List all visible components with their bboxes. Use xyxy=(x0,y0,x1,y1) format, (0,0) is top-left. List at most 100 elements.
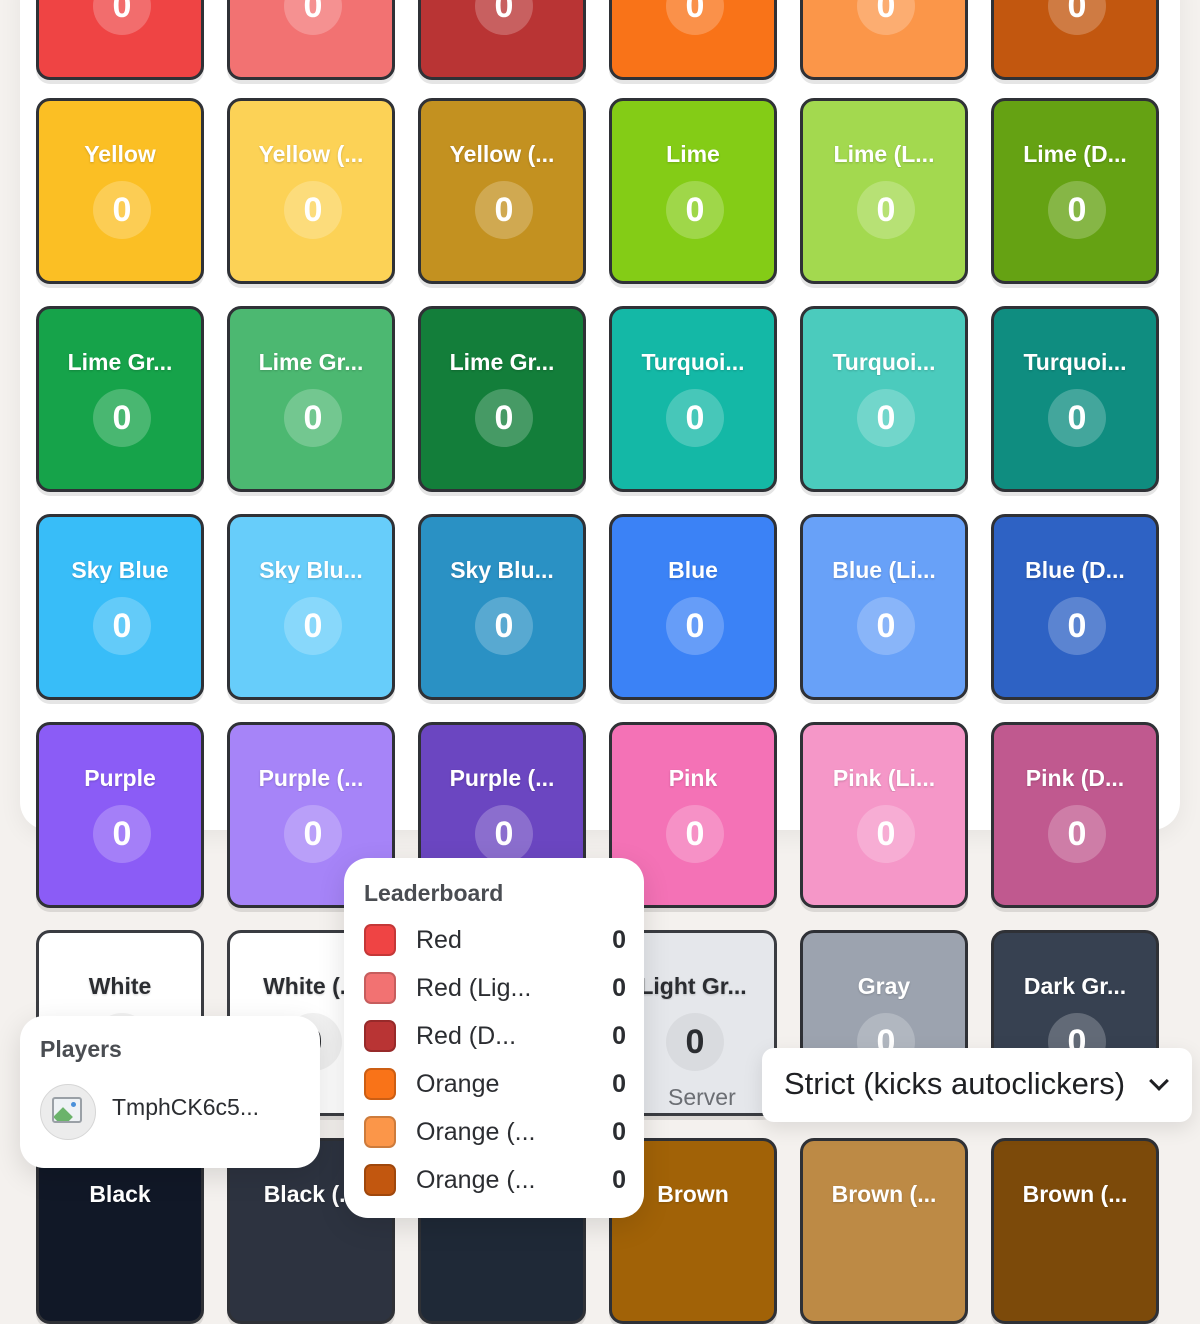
color-tile-count: 0 xyxy=(1048,597,1106,655)
color-tile[interactable]: Yellow (... 0 xyxy=(227,98,395,284)
color-tile-name: Turquoi... xyxy=(641,349,745,375)
color-tile[interactable]: Brown (... xyxy=(991,1138,1159,1324)
color-tile[interactable]: Pink (Li... 0 xyxy=(800,722,968,908)
color-tile[interactable]: Lime Gr... 0 xyxy=(227,306,395,492)
color-tile[interactable]: Lime Gr... 0 xyxy=(36,306,204,492)
color-tile-name: Blue xyxy=(668,557,718,583)
color-tile-name: Blue (Li... xyxy=(832,557,936,583)
color-tile[interactable]: Sky Blu... 0 xyxy=(227,514,395,700)
color-tile-count: 0 xyxy=(93,805,151,863)
color-tile[interactable]: Turquoi... 0 xyxy=(800,306,968,492)
color-tile[interactable]: 0 xyxy=(36,0,204,80)
color-tile[interactable]: Yellow 0 xyxy=(36,98,204,284)
leaderboard-color-name: Orange (... xyxy=(416,1118,536,1146)
color-tile-count: 0 xyxy=(1048,181,1106,239)
color-tile-name: Lime (L... xyxy=(833,141,935,167)
color-tile-count: 0 xyxy=(475,181,533,239)
leaderboard-row: Red (D... 0 xyxy=(364,1020,626,1054)
color-tile[interactable]: Yellow (... 0 xyxy=(418,98,586,284)
color-tile-count: 0 xyxy=(284,389,342,447)
color-tile-name: Pink xyxy=(668,765,718,791)
server-label: Server xyxy=(668,1084,736,1110)
color-tile[interactable]: Sky Blu... 0 xyxy=(418,514,586,700)
color-tile-name: Pink (Li... xyxy=(832,765,936,791)
leaderboard-color-name: Orange (... xyxy=(416,1166,536,1194)
color-tile[interactable]: Turquoi... 0 xyxy=(609,306,777,492)
players-title: Players xyxy=(40,1036,122,1062)
leaderboard-color-swatch xyxy=(364,1116,396,1148)
leaderboard-color-swatch xyxy=(364,1068,396,1100)
color-tile-name: Turquoi... xyxy=(1023,349,1127,375)
color-tile-count: 0 xyxy=(284,805,342,863)
color-tile-name: Sky Blu... xyxy=(450,557,554,583)
color-tile-count: 0 xyxy=(666,1013,724,1071)
color-tile-name: Lime Gr... xyxy=(258,349,364,375)
color-tile[interactable]: Lime Gr... 0 xyxy=(418,306,586,492)
color-tile-count: 0 xyxy=(284,597,342,655)
leaderboard-color-swatch xyxy=(364,1164,396,1196)
leaderboard-score: 0 xyxy=(612,1166,626,1194)
color-tile-name: Sky Blue xyxy=(71,557,169,583)
leaderboard-row: Orange (... 0 xyxy=(364,1116,626,1150)
leaderboard-row: Red 0 xyxy=(364,924,626,958)
color-tile[interactable]: Purple 0 xyxy=(36,722,204,908)
color-tile-name: Sky Blu... xyxy=(259,557,363,583)
color-tile[interactable]: Brown (... xyxy=(800,1138,968,1324)
color-tile-count: 0 xyxy=(284,0,342,35)
broken-image-icon xyxy=(52,1097,82,1123)
leaderboard-score: 0 xyxy=(612,1118,626,1146)
color-tile-name: Yellow (... xyxy=(258,141,364,167)
color-tile-name: Black xyxy=(89,1181,151,1207)
color-tile-count: 0 xyxy=(93,181,151,239)
leaderboard-panel: Leaderboard Red 0 Red (Lig... 0 Red (D... 0 Or… xyxy=(344,858,644,1218)
color-tile-name: Yellow xyxy=(84,141,156,167)
color-tile[interactable]: 0 xyxy=(227,0,395,80)
color-tile-name: Lime (D... xyxy=(1023,141,1127,167)
color-tile-count: 0 xyxy=(666,0,724,35)
color-tile-count: 0 xyxy=(857,805,915,863)
color-tile-name: Purple xyxy=(84,765,156,791)
color-tile[interactable]: 0 xyxy=(609,0,777,80)
color-tile-name: Lime Gr... xyxy=(67,349,173,375)
color-tile[interactable]: 0 xyxy=(991,0,1159,80)
color-tile-name: Blue (D... xyxy=(1025,557,1125,583)
color-tile[interactable]: 0 xyxy=(800,0,968,80)
color-tile-count: 0 xyxy=(93,0,151,35)
leaderboard-color-name: Red xyxy=(416,926,462,954)
leaderboard-title: Leaderboard xyxy=(364,880,504,906)
color-tile[interactable]: 0 xyxy=(418,0,586,80)
color-tile-name: Purple (... xyxy=(258,765,364,791)
color-tile-count: 0 xyxy=(475,389,533,447)
chevron-down-icon xyxy=(1149,1071,1169,1091)
players-panel: Players TmphCK6c5... xyxy=(20,1016,320,1168)
leaderboard-score: 0 xyxy=(612,1022,626,1050)
color-tile[interactable]: Blue (Li... 0 xyxy=(800,514,968,700)
color-tile[interactable]: Lime 0 xyxy=(609,98,777,284)
color-tile[interactable]: Pink (D... 0 xyxy=(991,722,1159,908)
color-tile-name: White xyxy=(88,973,152,999)
color-tile-count: 0 xyxy=(857,0,915,35)
color-tile[interactable]: Turquoi... 0 xyxy=(991,306,1159,492)
color-tile[interactable]: Lime (L... 0 xyxy=(800,98,968,284)
color-tile-name: Pink (D... xyxy=(1025,765,1125,791)
mode-select[interactable]: Strict (kicks autoclickers) xyxy=(762,1048,1192,1122)
color-tile-count: 0 xyxy=(1048,389,1106,447)
color-tile[interactable]: Lime (D... 0 xyxy=(991,98,1159,284)
leaderboard-row: Orange 0 xyxy=(364,1068,626,1102)
color-tile[interactable]: Blue 0 xyxy=(609,514,777,700)
color-tile-count: 0 xyxy=(1048,805,1106,863)
color-tile-count: 0 xyxy=(857,389,915,447)
color-tile-name: Purple (... xyxy=(449,765,555,791)
color-tile-name: Lime xyxy=(666,141,720,167)
color-tile[interactable]: Sky Blue 0 xyxy=(36,514,204,700)
player-avatar xyxy=(40,1084,96,1140)
color-tile-count: 0 xyxy=(93,597,151,655)
leaderboard-color-name: Orange xyxy=(416,1070,500,1098)
leaderboard-color-name: Red (Lig... xyxy=(416,974,532,1002)
leaderboard-score: 0 xyxy=(612,974,626,1002)
color-tile-count: 0 xyxy=(666,805,724,863)
mode-select-value: Strict (kicks autoclickers) xyxy=(784,1066,1126,1101)
color-tile[interactable]: Blue (D... 0 xyxy=(991,514,1159,700)
color-tile-count: 0 xyxy=(857,181,915,239)
color-tile-count: 0 xyxy=(475,805,533,863)
